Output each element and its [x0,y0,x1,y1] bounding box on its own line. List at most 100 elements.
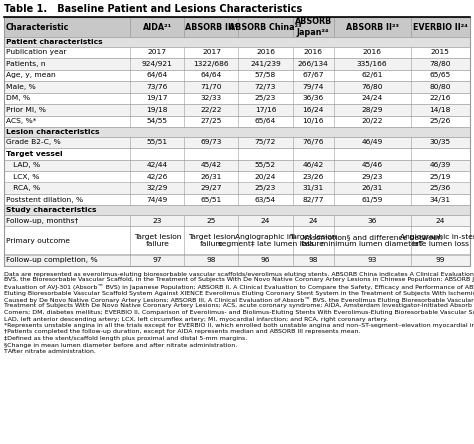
Text: ƬAfter nitrate administration.: ƬAfter nitrate administration. [4,349,96,354]
Text: 25/26: 25/26 [429,118,451,124]
Bar [4,115,470,127]
Bar [4,104,470,115]
Text: 2015: 2015 [431,49,450,55]
Text: 82/77: 82/77 [302,197,324,203]
Text: †Patients completed the follow-up duration, except for AIDA represents median an: †Patients completed the follow-up durati… [4,329,361,334]
Text: ABSORB
Japan²⁴: ABSORB Japan²⁴ [294,17,332,37]
Text: 64/64: 64/64 [201,72,222,78]
Text: 46/39: 46/39 [429,162,451,168]
Text: Treatment of Subjects With De Novo Native Coronary Artery Lesions; ACS, acute co: Treatment of Subjects With De Novo Nativ… [4,304,474,309]
Text: 2017: 2017 [202,49,221,55]
Text: 22/22: 22/22 [201,107,222,113]
Text: 64/64: 64/64 [147,72,168,78]
Text: 24/24: 24/24 [362,95,383,101]
Text: 2016: 2016 [363,49,382,55]
Text: Study characteristics: Study characteristics [6,207,97,213]
Text: LCX, %: LCX, % [6,174,39,180]
Text: 62/61: 62/61 [361,72,383,78]
Bar [4,206,470,215]
Text: RCA, %: RCA, % [6,185,40,191]
Text: 17/16: 17/16 [255,107,276,113]
Bar [4,148,470,159]
Text: Lesion characteristics: Lesion characteristics [6,129,100,135]
Text: 76/80: 76/80 [361,84,383,90]
Text: 24: 24 [261,218,270,224]
Text: 65/65: 65/65 [429,72,451,78]
Text: Evaluation of AVJ-301 (Absorb™ BVS) in Japanese Population; ABSORB II, A Clinica: Evaluation of AVJ-301 (Absorb™ BVS) in J… [4,284,474,290]
Text: 29/27: 29/27 [201,185,222,191]
Bar [4,58,470,70]
Text: 36: 36 [367,218,377,224]
Text: 26/31: 26/31 [201,174,222,180]
Text: 46/49: 46/49 [362,139,383,145]
Text: 45/46: 45/46 [362,162,383,168]
Bar [4,136,470,148]
Text: Male, %: Male, % [6,84,36,90]
Text: Publication year: Publication year [6,49,66,55]
Bar [4,226,470,254]
Text: 23/26: 23/26 [302,174,324,180]
Text: 31/31: 31/31 [302,185,324,191]
Text: 79/74: 79/74 [302,84,324,90]
Text: 19/18: 19/18 [146,107,168,113]
Text: BVS, the Bioresorbable Vascular Scaffold, in the Treatment of Subjects With De N: BVS, the Bioresorbable Vascular Scaffold… [4,278,474,282]
Text: Follow-up completion, %: Follow-up completion, % [6,257,98,263]
Text: Table 1.   Baseline Patient and Lesions Characteristics: Table 1. Baseline Patient and Lesions Ch… [4,4,302,14]
Text: Eluting Bioresorbable Vascular Scaffold System Against XIENCE Everolimus Eluting: Eluting Bioresorbable Vascular Scaffold … [4,290,474,296]
Text: 335/166: 335/166 [357,61,387,67]
Text: Target lesion
failure: Target lesion failure [134,234,181,247]
Text: Vasomotion§ and difference between
minimum lumen diameterƬ: Vasomotion§ and difference between minim… [302,234,442,247]
Text: 2017: 2017 [148,49,167,55]
Text: LAD, %: LAD, % [6,162,40,168]
Bar [4,17,470,37]
Text: DM, %: DM, % [6,95,30,101]
Text: Patients, n: Patients, n [6,61,46,67]
Text: *Represents unstable angina in all the trials except for EVERBIO II, which enrol: *Represents unstable angina in all the t… [4,323,474,328]
Text: 29/23: 29/23 [361,174,383,180]
Text: 98: 98 [309,257,318,263]
Text: 97: 97 [153,257,162,263]
Text: LAD, left anterior descending artery; LCX, left circumflex artery; MI, myocardia: LAD, left anterior descending artery; LC… [4,317,388,321]
Text: Primary outcome: Primary outcome [6,238,70,243]
Text: 57/58: 57/58 [255,72,276,78]
Text: 65/64: 65/64 [255,118,276,124]
Text: 32/29: 32/29 [147,185,168,191]
Text: 96: 96 [261,257,270,263]
Text: 1322/686: 1322/686 [194,61,229,67]
Text: 69/73: 69/73 [201,139,222,145]
Text: Target vessel: Target vessel [6,151,63,157]
Text: 25/36: 25/36 [429,185,451,191]
Text: Target lesion
failure: Target lesion failure [188,234,235,247]
Text: ‡Defined as the stent/scaffold length plus proximal and distal 5-mm margins.: ‡Defined as the stent/scaffold length pl… [4,336,247,341]
Text: 24: 24 [309,218,318,224]
Text: AIDA²¹: AIDA²¹ [143,23,172,32]
Text: 42/26: 42/26 [147,174,168,180]
Bar [4,159,470,171]
Text: Caused by De Novo Native Coronary Artery Lesions; ABSORB III, A Clinical Evaluat: Caused by De Novo Native Coronary Artery… [4,297,474,303]
Bar [4,92,470,104]
Bar [4,215,470,226]
Text: 54/55: 54/55 [147,118,168,124]
Text: 55/52: 55/52 [255,162,276,168]
Text: 22/16: 22/16 [429,95,451,101]
Text: 34/31: 34/31 [430,197,451,203]
Text: 72/73: 72/73 [255,84,276,90]
Text: Follow-up, months†: Follow-up, months† [6,218,78,224]
Text: 20/24: 20/24 [255,174,276,180]
Text: 93: 93 [367,257,377,263]
Bar [4,254,470,266]
Text: Patient characteristics: Patient characteristics [6,39,103,45]
Text: 241/239: 241/239 [250,61,281,67]
Text: §Change in mean lumen diameter before and after nitrate administration.: §Change in mean lumen diameter before an… [4,342,237,348]
Text: 75/72: 75/72 [255,139,276,145]
Text: ACS, %*: ACS, %* [6,118,36,124]
Bar [4,182,470,194]
Text: 42/44: 42/44 [147,162,168,168]
Text: 25/23: 25/23 [255,185,276,191]
Text: 99: 99 [436,257,445,263]
Bar [4,17,470,266]
Text: 28/29: 28/29 [361,107,383,113]
Text: ABSORB China²³: ABSORB China²³ [229,23,302,32]
Text: 10/16: 10/16 [302,118,324,124]
Text: 45/42: 45/42 [201,162,222,168]
